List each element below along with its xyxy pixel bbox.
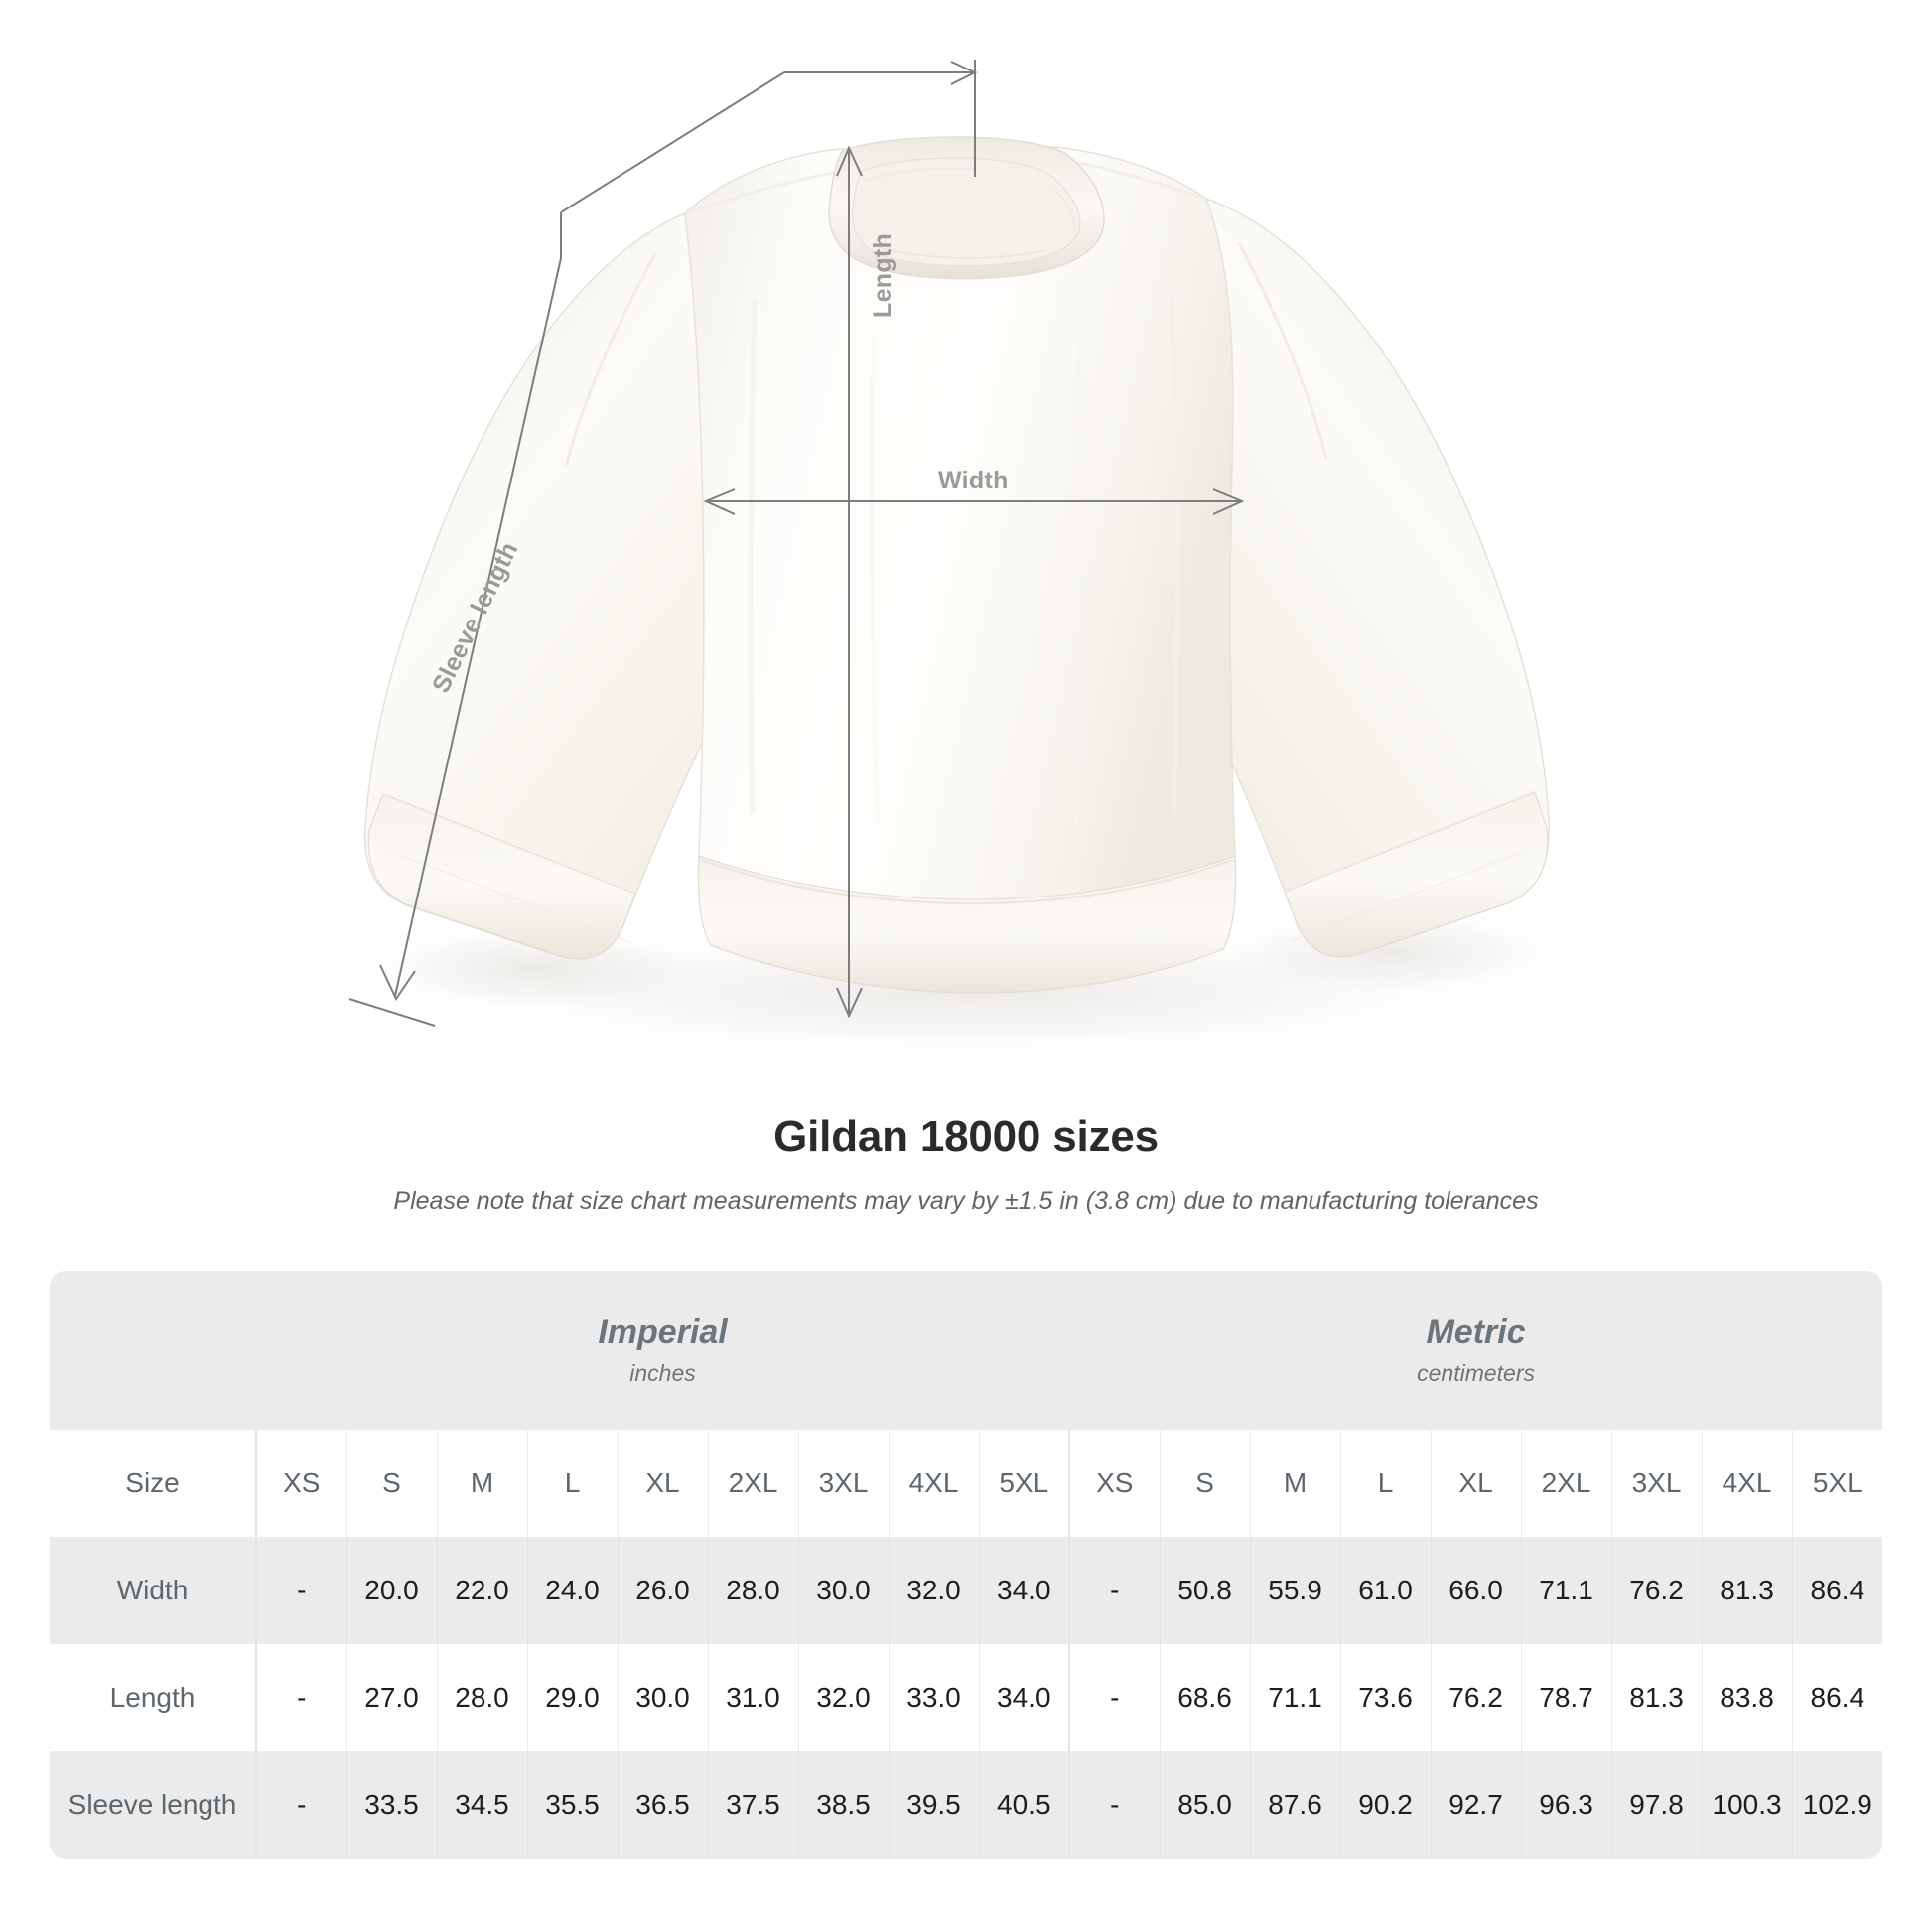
width-imperial-4xl: 32.0: [888, 1537, 979, 1644]
sleeve-imperial-l: 35.5: [526, 1751, 618, 1859]
sleeve-imperial-xs: -: [255, 1751, 346, 1859]
width-metric-4xl: 81.3: [1701, 1537, 1793, 1644]
sleeve-metric-xs: -: [1068, 1751, 1161, 1859]
size-header-imperial-xl: XL: [617, 1430, 708, 1537]
width-metric-m: 55.9: [1249, 1537, 1341, 1644]
length-metric-m: 71.1: [1249, 1644, 1341, 1751]
width-metric-5xl: 86.4: [1791, 1537, 1882, 1644]
size-header-imperial-5xl: 5XL: [978, 1430, 1070, 1537]
sleeve-imperial-2xl: 37.5: [707, 1751, 798, 1859]
length-imperial-s: 27.0: [345, 1644, 437, 1751]
length-imperial-xl: 30.0: [617, 1644, 708, 1751]
size-header-imperial-2xl: 2XL: [707, 1430, 798, 1537]
width-imperial-l: 24.0: [526, 1537, 618, 1644]
size-header-imperial-3xl: 3XL: [797, 1430, 889, 1537]
imperial-label: Imperial: [598, 1312, 728, 1351]
sleeve-imperial-5xl: 40.5: [978, 1751, 1070, 1859]
sleeve-metric-s: 85.0: [1159, 1751, 1251, 1859]
length-imperial-m: 28.0: [436, 1644, 527, 1751]
sleeve-metric-m: 87.6: [1249, 1751, 1341, 1859]
width-imperial-3xl: 30.0: [797, 1537, 889, 1644]
width-metric-2xl: 71.1: [1520, 1537, 1612, 1644]
size-table: Imperial inches Metric centimeters Size …: [50, 1271, 1882, 1859]
table-row: Width - 20.0 22.0 24.0 26.0 28.0 30.0 32…: [50, 1537, 1882, 1644]
width-imperial-2xl: 28.0: [707, 1537, 798, 1644]
length-metric-3xl: 81.3: [1610, 1644, 1703, 1751]
size-header-metric-4xl: 4XL: [1701, 1430, 1793, 1537]
length-measure-label: Length: [869, 232, 897, 318]
sweatshirt-illustration: [347, 136, 1579, 1062]
sleeve-imperial-3xl: 38.5: [797, 1751, 889, 1859]
sleeve-imperial-xl: 36.5: [617, 1751, 708, 1859]
length-imperial-xs: -: [255, 1644, 346, 1751]
width-metric-l: 61.0: [1339, 1537, 1432, 1644]
sleeve-metric-2xl: 96.3: [1520, 1751, 1612, 1859]
unit-spacer: [50, 1271, 256, 1430]
size-header-imperial-4xl: 4XL: [888, 1430, 979, 1537]
width-metric-xl: 66.0: [1430, 1537, 1522, 1644]
size-header-metric-m: M: [1249, 1430, 1341, 1537]
width-metric-xs: -: [1068, 1537, 1161, 1644]
metric-group-header: Metric centimeters: [1069, 1271, 1882, 1430]
chart-heading-block: Gildan 18000 sizes Please note that size…: [0, 1112, 1932, 1216]
sleeve-metric-l: 90.2: [1339, 1751, 1432, 1859]
length-imperial-2xl: 31.0: [707, 1644, 798, 1751]
length-metric-xl: 76.2: [1430, 1644, 1522, 1751]
size-header-metric-s: S: [1159, 1430, 1251, 1537]
size-table-container: Imperial inches Metric centimeters Size …: [50, 1271, 1882, 1859]
length-metric-5xl: 86.4: [1791, 1644, 1882, 1751]
width-metric-s: 50.8: [1159, 1537, 1251, 1644]
table-row: Sleeve length - 33.5 34.5 35.5 36.5 37.5…: [50, 1751, 1882, 1859]
sleeve-imperial-4xl: 39.5: [888, 1751, 979, 1859]
sleeve-metric-4xl: 100.3: [1701, 1751, 1793, 1859]
row-label-length: Length: [50, 1644, 256, 1751]
imperial-unit: inches: [629, 1360, 696, 1387]
metric-label: Metric: [1426, 1312, 1526, 1351]
size-header-metric-xs: XS: [1068, 1430, 1161, 1537]
size-header-metric-xl: XL: [1430, 1430, 1522, 1537]
width-imperial-s: 20.0: [345, 1537, 437, 1644]
size-header-metric-3xl: 3XL: [1610, 1430, 1703, 1537]
length-imperial-3xl: 32.0: [797, 1644, 889, 1751]
width-imperial-xs: -: [255, 1537, 346, 1644]
width-imperial-5xl: 34.0: [978, 1537, 1070, 1644]
sleeve-metric-5xl: 102.9: [1791, 1751, 1882, 1859]
length-metric-xs: -: [1068, 1644, 1161, 1751]
length-imperial-4xl: 33.0: [888, 1644, 979, 1751]
unit-header-row: Imperial inches Metric centimeters: [50, 1271, 1882, 1430]
size-header-imperial-m: M: [436, 1430, 527, 1537]
tolerance-note: Please note that size chart measurements…: [393, 1187, 1539, 1215]
table-row: Length - 27.0 28.0 29.0 30.0 31.0 32.0 3…: [50, 1644, 1882, 1751]
sleeve-imperial-s: 33.5: [345, 1751, 437, 1859]
size-header-row: Size XS S M L XL 2XL 3XL 4XL 5XL XS S M …: [50, 1430, 1882, 1537]
length-imperial-5xl: 34.0: [978, 1644, 1070, 1751]
size-header-imperial-xs: XS: [255, 1430, 346, 1537]
length-metric-2xl: 78.7: [1520, 1644, 1612, 1751]
size-header-metric-5xl: 5XL: [1791, 1430, 1882, 1537]
row-label-width: Width: [50, 1537, 256, 1644]
row-label-sleeve-length: Sleeve length: [50, 1751, 256, 1859]
size-header-label: Size: [50, 1430, 256, 1537]
size-header-metric-2xl: 2XL: [1520, 1430, 1612, 1537]
width-imperial-m: 22.0: [436, 1537, 527, 1644]
length-imperial-l: 29.0: [526, 1644, 618, 1751]
length-metric-4xl: 83.8: [1701, 1644, 1793, 1751]
size-header-imperial-l: L: [526, 1430, 618, 1537]
length-metric-l: 73.6: [1339, 1644, 1432, 1751]
length-metric-s: 68.6: [1159, 1644, 1251, 1751]
metric-unit: centimeters: [1417, 1360, 1535, 1387]
size-header-imperial-s: S: [345, 1430, 437, 1537]
imperial-group-header: Imperial inches: [256, 1271, 1070, 1430]
size-header-metric-l: L: [1339, 1430, 1432, 1537]
width-metric-3xl: 76.2: [1610, 1537, 1703, 1644]
page-title: Gildan 18000 sizes: [773, 1112, 1159, 1161]
product-photo: Length Width Sleeve length: [347, 60, 1579, 1062]
width-measure-label: Width: [938, 467, 1009, 494]
sleeve-metric-xl: 92.7: [1430, 1751, 1522, 1859]
sleeve-metric-3xl: 97.8: [1610, 1751, 1703, 1859]
width-imperial-xl: 26.0: [617, 1537, 708, 1644]
sleeve-imperial-m: 34.5: [436, 1751, 527, 1859]
